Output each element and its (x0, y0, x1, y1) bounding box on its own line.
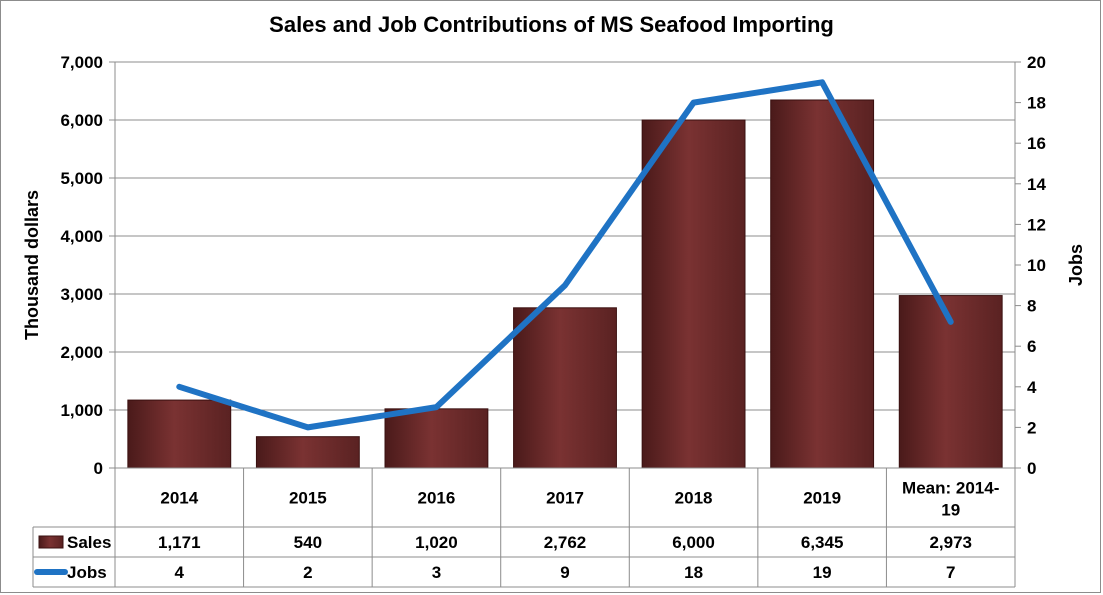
sales-bar (641, 119, 746, 469)
right-tick-label: 4 (1027, 378, 1037, 397)
sales-bars (127, 99, 1003, 469)
category-label: 2016 (418, 489, 456, 508)
left-tick-label: 5,000 (60, 169, 103, 188)
left-tick-label: 6,000 (60, 111, 103, 130)
sales-cell: 540 (294, 533, 322, 552)
jobs-cell: 18 (684, 563, 703, 582)
legend-key-sales (38, 535, 64, 549)
sales-cell: 2,762 (544, 533, 587, 552)
sales-cell: 2,973 (929, 533, 972, 552)
jobs-cell: 19 (813, 563, 832, 582)
data-table: 2014 2015 2016 2017 2018 2019 Mean: 2014-19 Sal… (32, 467, 1016, 588)
jobs-cell: 3 (432, 563, 441, 582)
right-tick-label: 18 (1027, 94, 1046, 113)
sales-cell: 6,345 (801, 533, 844, 552)
left-tick-label: 3,000 (60, 285, 103, 304)
axes: 0 1,000 2,000 3,000 4,000 5,000 6,000 7,000 0 2 4 6… (22, 53, 1086, 478)
legend-label-jobs: Jobs (67, 563, 107, 582)
left-tick-label: 7,000 (60, 53, 103, 72)
sales-bar (384, 408, 489, 469)
jobs-cell: 7 (946, 563, 955, 582)
sales-cell: 1,171 (158, 533, 201, 552)
right-tick-label: 8 (1027, 297, 1036, 316)
right-tick-label: 12 (1027, 215, 1046, 234)
y-axis-title: Thousand dollars (22, 190, 42, 340)
category-label: 2019 (803, 489, 841, 508)
sales-bar (513, 307, 617, 469)
jobs-line (176, 79, 954, 431)
jobs-cell: 2 (303, 563, 312, 582)
sales-bar (255, 436, 360, 469)
left-tick-label: 1,000 (60, 401, 103, 420)
left-tick-label: 4,000 (60, 227, 103, 246)
chart-title: Sales and Job Contributions of MS Seafoo… (269, 12, 834, 37)
category-label: 2017 (546, 489, 584, 508)
right-tick-label: 0 (1027, 459, 1036, 478)
category-label: 2014 (160, 489, 198, 508)
sales-bar (770, 99, 875, 469)
left-tick-label: 2,000 (60, 343, 103, 362)
jobs-series-line (176, 79, 954, 431)
category-label: Mean: 2014-19 (902, 479, 999, 520)
right-tick-label: 2 (1027, 418, 1036, 437)
jobs-cell: 9 (560, 563, 569, 582)
sales-cell: 6,000 (672, 533, 715, 552)
category-label: 2015 (289, 489, 327, 508)
right-tick-label: 16 (1027, 134, 1046, 153)
right-tick-label: 20 (1027, 53, 1046, 72)
right-tick-label: 10 (1027, 256, 1046, 275)
right-tick-label: 6 (1027, 337, 1036, 356)
category-label: 2018 (675, 489, 713, 508)
y2-axis-title: Jobs (1066, 244, 1086, 286)
left-tick-label: 0 (94, 459, 103, 478)
sales-cell: 1,020 (415, 533, 458, 552)
jobs-cell: 4 (175, 563, 185, 582)
sales-bar (127, 399, 232, 469)
right-tick-label: 14 (1027, 175, 1046, 194)
legend-label-sales: Sales (67, 533, 111, 552)
